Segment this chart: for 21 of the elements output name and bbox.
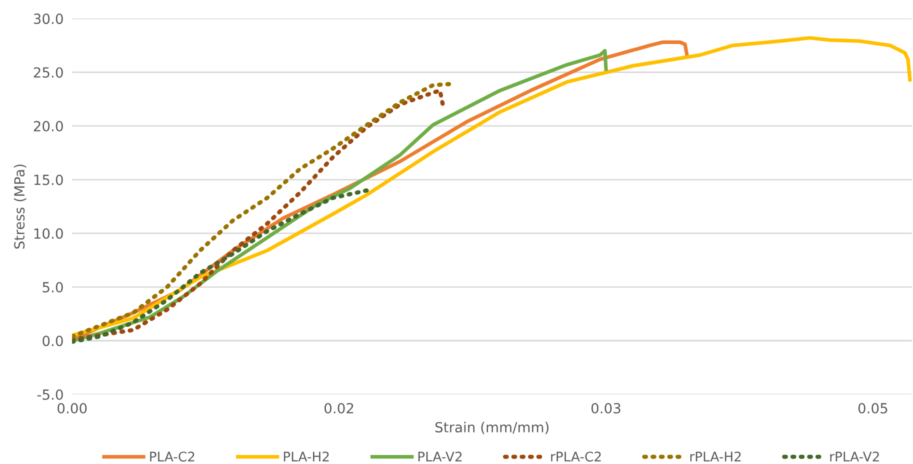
x-tick-label: 0.05 — [858, 402, 888, 414]
y-tick-label: 30.0 — [34, 14, 63, 24]
y-tick-label: 0.0 — [42, 336, 63, 346]
legend-label: PLA-H2 — [284, 452, 329, 462]
y-tick-label: -5.0 — [37, 389, 63, 400]
y-tick-label: 10.0 — [34, 228, 63, 239]
x-tick-label: 0.00 — [58, 402, 87, 414]
y-tick-label: 25.0 — [34, 67, 63, 78]
y-tick-label: 15.0 — [34, 174, 63, 186]
x-tick-label: 0.02 — [324, 402, 354, 414]
legend-label: rPLA-C2 — [551, 452, 601, 462]
y-tick-label: 20.0 — [34, 120, 63, 132]
legend-label: rPLA-V2 — [830, 452, 879, 462]
y-axis-title: Stress (MPa) — [14, 164, 26, 249]
x-axis-title: Strain (mm/mm) — [435, 422, 549, 434]
x-tick-label: 0.03 — [591, 402, 620, 414]
line-series — [72, 36, 912, 338]
legend-label: rPLA-H2 — [690, 452, 741, 462]
y-tick-label: 5.0 — [42, 282, 63, 292]
legend-label: PLA-V2 — [418, 452, 462, 462]
legend-label: PLA-C2 — [150, 452, 194, 462]
